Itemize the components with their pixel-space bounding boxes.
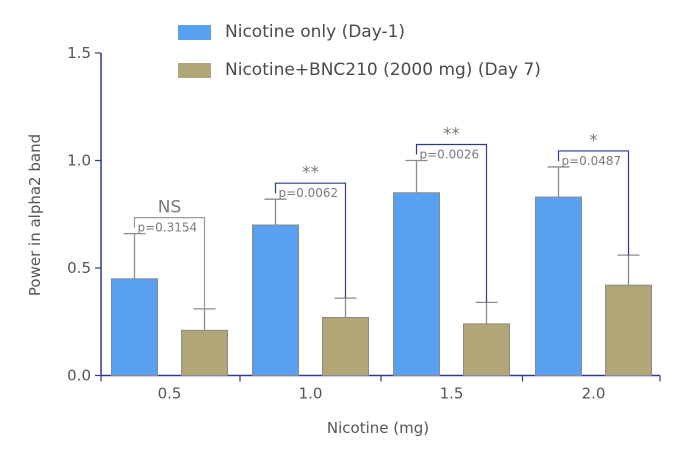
bar-series-1	[111, 278, 158, 376]
p-value-label: p=0.0062	[279, 186, 339, 200]
p-value-label: p=0.0026	[420, 148, 480, 162]
bar-series-1	[393, 192, 440, 376]
x-tick-label: 2.0	[582, 385, 606, 403]
legend-item-series-1: Nicotine only (Day-1)	[178, 22, 405, 42]
p-value-label: p=0.0487	[562, 154, 622, 168]
legend-label-series-2: Nicotine+BNC210 (2000 mg) (Day 7)	[225, 60, 541, 80]
y-tick-label: 0.0	[67, 367, 91, 385]
y-tick-label: 1.5	[67, 44, 91, 62]
bar-series-2	[181, 329, 228, 377]
legend-swatch-series-1	[178, 24, 211, 40]
significance-bracket	[133, 217, 206, 309]
bar-series-2	[463, 323, 510, 376]
y-tick-label: 1.0	[67, 152, 91, 170]
significance-bracket	[557, 150, 630, 256]
x-tick-label: 0.5	[158, 385, 182, 403]
x-axis-title: Nicotine (mg)	[327, 419, 429, 437]
significance-bracket	[274, 182, 347, 299]
y-tick-label: 0.5	[67, 259, 91, 277]
bar-series-2	[605, 284, 652, 377]
y-axis-title: Power in alpha2 band	[26, 134, 44, 296]
significance-bracket	[415, 143, 488, 303]
bar-series-1	[535, 196, 582, 376]
legend-item-series-2: Nicotine+BNC210 (2000 mg) (Day 7)	[178, 60, 541, 80]
bar-series-2	[322, 316, 369, 377]
x-tick-label: 1.0	[299, 385, 323, 403]
legend-swatch-series-2	[178, 62, 211, 78]
significance-label: **	[443, 125, 460, 145]
x-tick-label: 1.5	[440, 385, 464, 403]
significance-label: **	[302, 163, 319, 183]
legend-label-series-1: Nicotine only (Day-1)	[225, 22, 406, 42]
p-value-label: p=0.3154	[138, 221, 198, 235]
bar-series-1	[252, 224, 299, 376]
significance-label: NS	[158, 198, 182, 218]
significance-label: *	[589, 131, 598, 151]
